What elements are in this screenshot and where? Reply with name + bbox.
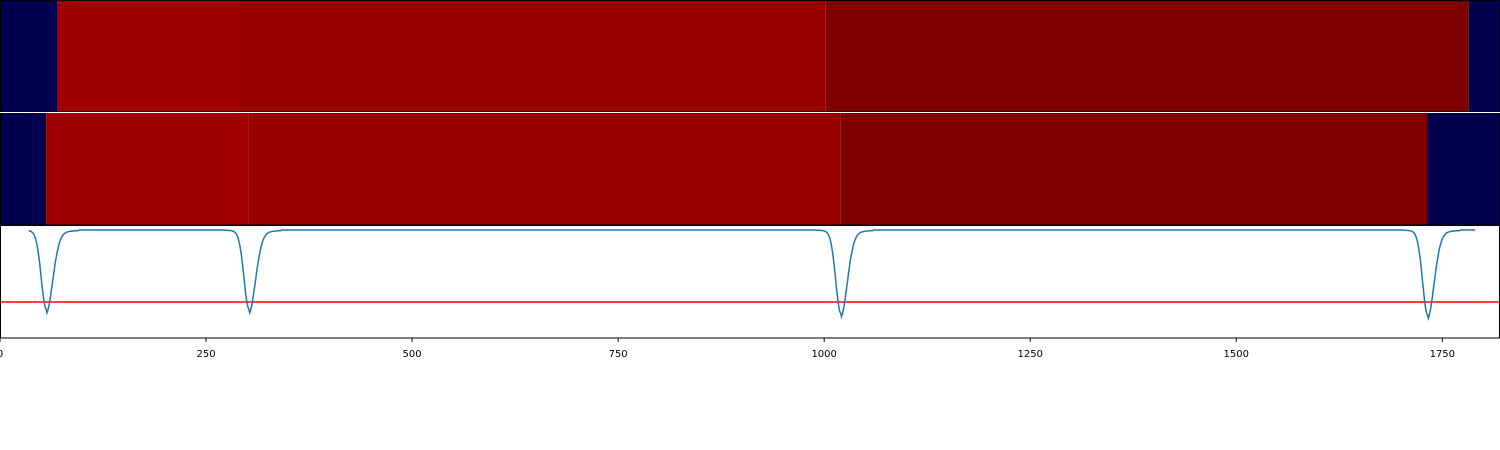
signal-panel-background xyxy=(0,226,1500,338)
signal-panel xyxy=(0,226,1500,338)
x-tick-label-1750: 1750 xyxy=(1430,349,1455,360)
heatmap-row-0-segment-1 xyxy=(57,1,240,112)
signal-line xyxy=(28,229,1476,322)
x-tick-label-1500: 1500 xyxy=(1224,349,1249,360)
x-tick-label-0: 0 xyxy=(0,349,3,360)
x-tick-label-1000: 1000 xyxy=(811,349,836,360)
heatmap-row-1-segment-2 xyxy=(248,113,841,225)
heatmap-row-1-segment-3 xyxy=(840,113,1428,225)
heatmap-row-0-segment-4 xyxy=(1468,1,1500,112)
heatmap-row-0-segment-3 xyxy=(825,1,1469,112)
heatmap-row-1-segment-0 xyxy=(0,113,47,225)
heatmap-row-0-segment-0 xyxy=(0,1,58,112)
heatmap-rows xyxy=(0,1,1500,225)
heatmap-row-0-segment-2 xyxy=(239,1,826,112)
x-tick-label-1250: 1250 xyxy=(1017,349,1042,360)
heatmap-row-1-segment-4 xyxy=(1427,113,1500,225)
x-tick-label-250: 250 xyxy=(196,349,215,360)
x-axis: 0 250 500 750 1000 1250 1500 1750 xyxy=(0,338,1455,360)
x-tick-label-500: 500 xyxy=(403,349,422,360)
heatmap-row-1-segment-1 xyxy=(46,113,249,225)
x-tick-label-750: 750 xyxy=(609,349,628,360)
